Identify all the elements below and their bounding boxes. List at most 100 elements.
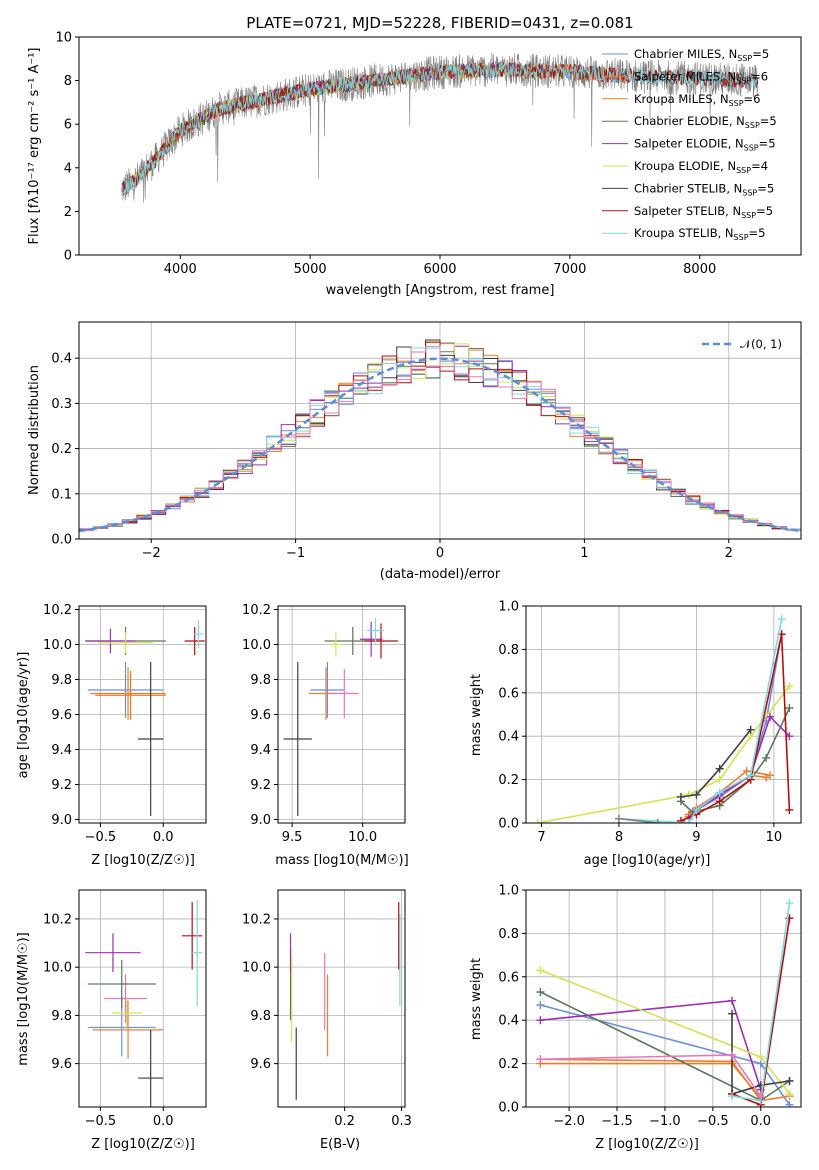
error-bar-point [327,632,345,657]
data-layer [289,902,401,1100]
y-tick-label: 9.8 [51,673,72,688]
error-bar-point [364,623,398,659]
series-marker [676,792,685,801]
mass-vs-metallicity-y-axis-label: mass [log10(M/M☉)] [16,932,31,1065]
mass-weight-vs-metallicity-y-axis-label: mass weight [469,958,484,1040]
histogram-x-axis-label: (data-model)/error [380,567,501,582]
mass-weight-vs-metallicity-plot [525,889,802,1108]
x-tick-label: −0.5 [85,830,117,845]
age-vs-metallicity-x-ticks: −0.5 0.0 [85,823,174,845]
grid-lines [526,605,801,824]
x-tick-label: 0.0 [153,830,174,845]
mass-weight-series [614,814,662,823]
error-bar-point [182,902,203,970]
y-tick-label: 0.8 [498,927,519,942]
histogram-y-axis-label: Normed distribution [27,365,42,495]
x-tick-label: −0.5 [697,1114,729,1129]
chart-title: PLATE=0721, MJD=52228, FIBERID=0431, z=0… [246,14,633,32]
x-tick-label: −0.5 [85,1114,117,1129]
series-line [680,707,791,813]
legend-label-name: Kroupa STELIB, N [634,226,734,240]
series-marker [728,996,737,1005]
series-marker [742,766,751,775]
y-tick-label: 0.0 [51,533,72,548]
series-marker [715,797,724,806]
error-bar-point [283,662,312,816]
series-marker [536,1001,545,1010]
legend-label-suffix: =5 [752,47,769,61]
series-marker [728,1009,737,1018]
legend-label-subscript: SSP [734,233,749,242]
error-bar-point [330,669,359,718]
histogram-x-ticks: −2 −1 0 1 2 [142,539,733,561]
y-tick-label: 2 [64,205,72,220]
error-bar-point [85,933,141,972]
x-tick-label: 6000 [423,262,456,277]
y-tick-label: 10 [55,31,72,46]
legend-label-subscript: SSP [729,99,744,108]
series-marker [785,1089,794,1098]
mass-vs-metallicity-plot [78,889,207,1108]
data-layer [85,620,205,816]
mass-weight-vs-age-y-axis-label: mass weight [469,674,484,756]
mass-weight-vs-metallicity-y-ticks: 0.0 0.2 0.4 0.6 0.8 1.0 [498,884,526,1116]
legend-label-subscript: SSP [736,76,751,85]
legend-label-name: Chabrier STELIB, N [634,181,742,195]
data-layer [536,899,794,1107]
series-marker [715,764,724,773]
legend-label-name: Kroupa ELODIE, N [634,159,736,173]
series-marker [692,790,701,799]
age-vs-mass-x-ticks: 9.5 10.0 [282,823,377,845]
y-tick-label: 9.0 [51,813,72,828]
mass-vs-extinction-x-ticks: 0.2 0.3 [334,1107,412,1129]
x-tick-label: 0.0 [153,1114,174,1129]
series-marker [777,615,786,624]
y-tick-label: 9.4 [51,743,72,758]
x-tick-label: 5000 [294,262,327,277]
y-tick-label: 1.0 [498,884,519,899]
legend-label: Salpeter STELIB, NSSP=5 [634,204,773,220]
y-tick-label: 10.0 [242,638,271,653]
x-tick-label: 9.5 [282,830,303,845]
series-line [618,618,783,823]
x-tick-label: 4000 [164,262,197,277]
y-tick-label: 9.8 [51,1009,72,1024]
age-vs-metallicity-y-ticks: 9.0 9.2 9.4 9.6 9.8 10.0 10.2 [43,603,79,828]
spectrum-x-ticks: 4000 5000 6000 7000 8000 [164,255,716,277]
axes-frame [525,605,802,824]
series-marker [756,1092,765,1101]
mass-weight-vs-age-y-ticks: 0.0 0.2 0.4 0.6 0.8 1.0 [498,600,526,832]
data-layer [283,618,398,816]
legend-label-name: Chabrier ELODIE, N [634,114,745,128]
y-tick-label: 0.4 [498,1014,519,1029]
spectrum-x-axis-label: wavelength [Angstrom, rest frame] [326,283,555,298]
legend-label-subscript: SSP [745,121,760,130]
mass-vs-metallicity-y-ticks: 9.6 9.8 10.0 10.2 [43,912,79,1072]
series-marker [684,819,693,823]
series-marker [746,771,755,780]
series-marker [785,1100,794,1107]
error-bar-point [359,621,383,657]
series-marker [533,819,542,823]
y-tick-label: 0.6 [498,970,519,985]
grid-lines [278,890,405,1107]
mass-vs-extinction-x-axis-label: E(B-V) [320,1137,360,1152]
y-tick-label: 0.0 [498,1101,519,1116]
mass-vs-metallicity-x-axis-label: Z [log10(Z/Z☉)] [91,1137,195,1152]
legend-label: Chabrier ELODIE, NSSP=5 [634,114,777,130]
y-tick-label: 9.6 [250,708,271,723]
legend-label-subscript: SSP [737,54,752,63]
error-bar-point [184,627,205,655]
mass-weight-series [676,725,755,801]
y-tick-label: 9.8 [250,673,271,688]
spectrum-y-axis-label: Flux [fλ10⁻¹⁷ erg cm⁻² s⁻¹ A⁻¹] [27,48,42,245]
error-bar-point [85,628,136,654]
gaussian-legend-label: 𝒩(0, 1) [740,337,782,351]
mass-weight-series [728,899,794,1105]
y-tick-label: 10.0 [242,961,271,976]
x-tick-label: 7 [537,830,545,845]
legend-label: Salpeter MILES, NSSP=6 [634,69,768,85]
error-bar-point [192,899,203,1006]
